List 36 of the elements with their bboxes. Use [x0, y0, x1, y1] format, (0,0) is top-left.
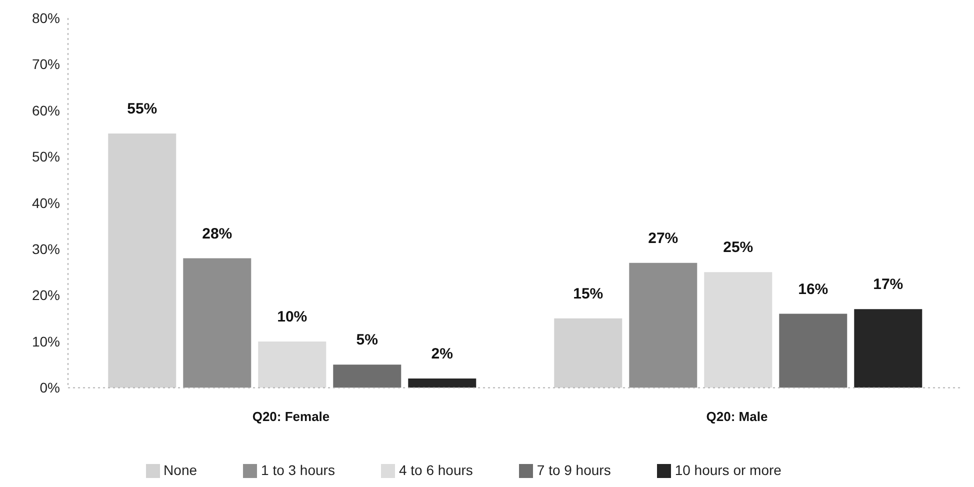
x-tick-label: Q20: Female [252, 408, 330, 424]
bar [704, 272, 772, 388]
y-tick-label: 0% [40, 380, 60, 396]
data-label: 25% [723, 239, 754, 256]
bar [183, 258, 252, 388]
data-label: 10% [277, 308, 308, 326]
x-tick-label: Q20: Male [706, 408, 768, 424]
data-label: 17% [873, 276, 904, 294]
legend-label: 7 to 9 hours [536, 462, 611, 478]
y-tick-label: 50% [32, 148, 60, 165]
bar [554, 318, 622, 388]
bar [779, 314, 848, 388]
data-label: 28% [202, 225, 232, 242]
y-tick-label: 20% [32, 287, 60, 304]
bar [333, 364, 402, 388]
legend-label: 10 hours or more [674, 462, 782, 478]
y-tick-label: 60% [32, 102, 60, 118]
legend-label: None [164, 462, 198, 478]
data-label: 27% [648, 230, 678, 247]
y-tick-label: 70% [32, 56, 60, 72]
y-tick-label: 80% [32, 10, 60, 26]
bar [108, 134, 176, 388]
bar [258, 341, 326, 388]
data-label: 2% [431, 345, 453, 362]
y-tick-label: 30% [32, 241, 60, 258]
data-label: 16% [798, 280, 828, 298]
data-label: 15% [573, 285, 604, 302]
bar [854, 309, 922, 388]
y-tick-label: 10% [32, 333, 60, 350]
y-tick-label: 40% [32, 194, 60, 211]
legend-label: 4 to 6 hours [398, 462, 473, 478]
data-label: 55% [127, 100, 158, 118]
legend-label: 1 to 3 hours [261, 462, 335, 478]
bar [629, 262, 698, 388]
data-label: 5% [356, 332, 378, 349]
bar [408, 378, 476, 388]
